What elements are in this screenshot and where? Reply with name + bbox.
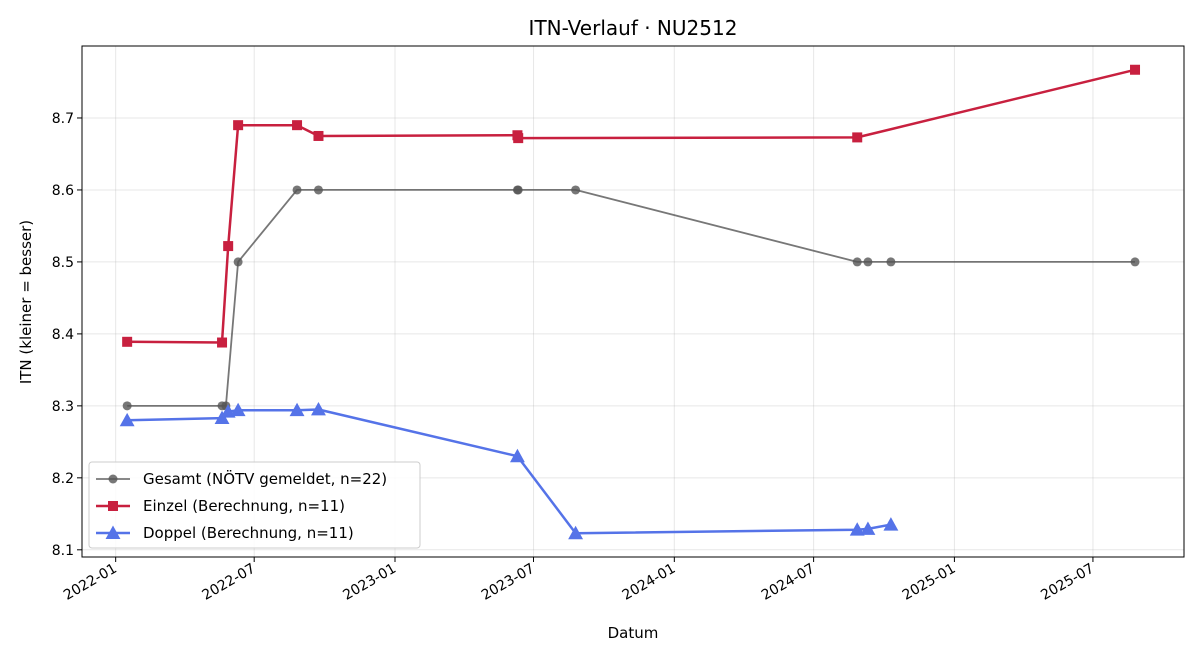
data-point: [510, 448, 525, 463]
data-point: [217, 337, 228, 348]
x-tick-label: 2023-07: [479, 561, 538, 604]
data-point: [311, 402, 326, 416]
series-line: [127, 188, 1135, 407]
data-point: [289, 402, 305, 417]
x-axis-ticks: 2022-01 2022-07 2023-01 2023-07 2024-01 2024-…: [61, 557, 1097, 604]
data-point: [233, 257, 243, 267]
data-point: [223, 241, 234, 252]
data-point: [230, 402, 246, 417]
data-point: [122, 401, 132, 411]
series-line: [127, 68, 1136, 344]
x-tick-label: 2025-07: [1038, 561, 1097, 604]
data-point: [852, 257, 862, 267]
data-point: [119, 412, 135, 427]
series-1: [122, 185, 1140, 411]
data-point: [233, 120, 244, 131]
x-tick-label: 2022-07: [200, 561, 259, 604]
data-point: [852, 132, 863, 143]
data-point: [513, 133, 524, 144]
data-point: [313, 185, 323, 195]
legend-marker: [105, 525, 121, 539]
x-tick-label: 2023-01: [340, 561, 399, 604]
y-tick-label: 8.6: [52, 183, 74, 199]
data-point: [883, 517, 899, 531]
data-point: [513, 185, 523, 195]
y-tick-label: 8.7: [52, 111, 74, 127]
series-group: [119, 64, 1141, 540]
y-tick-label: 8.3: [52, 399, 74, 415]
series-3: [119, 402, 899, 540]
data-point: [886, 257, 896, 267]
legend-marker: [108, 474, 118, 484]
data-point: [292, 120, 303, 131]
legend-item: Doppel (Berechnung, n=11): [96, 524, 354, 542]
y-tick-label: 8.4: [52, 327, 74, 343]
data-point: [568, 525, 584, 540]
x-tick-label: 2024-07: [759, 561, 818, 604]
y-tick-label: 8.5: [52, 255, 74, 271]
legend-item: Einzel (Berechnung, n=11): [96, 497, 345, 515]
y-tick-label: 8.2: [52, 471, 74, 487]
x-tick-label: 2024-01: [620, 561, 679, 604]
data-point: [863, 257, 873, 267]
legend: Gesamt (NÖTV gemeldet, n=22) Einzel (Bere…: [88, 461, 421, 549]
y-axis-ticks: 8.1 8.2 8.3 8.4 8.5 8.6 8.7: [52, 111, 82, 559]
legend-item: Gesamt (NÖTV gemeldet, n=22): [96, 469, 387, 488]
legend-box: [88, 461, 421, 549]
data-point: [849, 522, 865, 536]
legend-marker: [108, 501, 118, 511]
x-axis-title: Datum: [608, 624, 659, 642]
legend-label: Doppel (Berechnung, n=11): [143, 524, 354, 542]
data-point: [313, 130, 324, 141]
plot-frame: [81, 45, 1185, 558]
x-tick-label: 2025-01: [900, 561, 959, 604]
data-point: [122, 336, 133, 347]
data-point: [571, 185, 581, 195]
series-2: [122, 64, 1141, 348]
y-axis-title: ITN (kleiner = besser): [17, 220, 35, 384]
legend-label: Einzel (Berechnung, n=11): [143, 497, 345, 515]
data-point: [860, 521, 876, 535]
x-tick-label: 2022-01: [61, 561, 120, 604]
data-point: [1130, 64, 1141, 75]
data-point: [292, 185, 302, 195]
data-point: [1130, 257, 1140, 267]
y-tick-label: 8.1: [52, 543, 74, 559]
chart-title: ITN-Verlauf · NU2512: [529, 16, 738, 40]
legend-label: Gesamt (NÖTV gemeldet, n=22): [143, 469, 387, 488]
